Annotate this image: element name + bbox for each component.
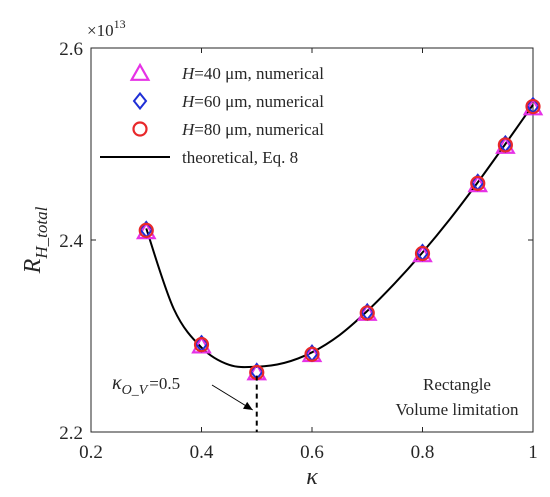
legend-label: H=40 μm, numerical xyxy=(181,64,324,83)
y-scale-exponent: ×1013 xyxy=(87,17,126,40)
x-axis: 0.2 0.4 0.6 0.8 1 xyxy=(79,48,538,463)
data-point-circle xyxy=(525,98,541,115)
optimum-arrowhead xyxy=(242,401,253,410)
legend-label: H=60 μm, numerical xyxy=(181,92,324,111)
x-tick-label: 0.8 xyxy=(411,442,435,463)
y-tick-label: 2.6 xyxy=(59,39,83,60)
legend-marker-circle xyxy=(132,121,148,137)
series-layer xyxy=(135,96,544,381)
data-point-circle xyxy=(138,222,154,238)
data-point-circle xyxy=(497,137,513,153)
x-tick-label: 0.4 xyxy=(190,442,214,463)
data-point-circle xyxy=(304,346,320,362)
x-tick-label: 1 xyxy=(528,442,538,463)
note-line-1: Rectangle xyxy=(423,375,491,394)
legend-marker-triangle xyxy=(129,62,151,81)
y-tick-label: 2.4 xyxy=(59,231,83,252)
data-point-circle xyxy=(470,175,486,191)
x-tick-label: 0.6 xyxy=(300,442,324,463)
y-tick-label: 2.2 xyxy=(59,423,83,444)
legend-label: H=80 μm, numerical xyxy=(181,120,324,139)
data-point-circle xyxy=(193,337,210,353)
x-axis-title: κ xyxy=(306,464,318,490)
y-axis: 2.2 2.4 2.6 xyxy=(59,39,533,444)
y-axis-title: RH_total xyxy=(20,206,51,274)
note-line-2: Volume limitation xyxy=(396,400,519,419)
plot-area xyxy=(90,47,534,433)
optimum-label: κO_V =0.5 xyxy=(112,372,180,398)
legend: H=40 μm, numerical H=60 μm, numerical H=80… xyxy=(100,62,324,167)
x-tick-label: 0.2 xyxy=(79,442,103,463)
data-point-circle xyxy=(414,245,431,262)
legend-marker-diamond xyxy=(132,91,148,111)
legend-label: theoretical, Eq. 8 xyxy=(182,148,298,167)
data-point-circle xyxy=(359,305,375,321)
